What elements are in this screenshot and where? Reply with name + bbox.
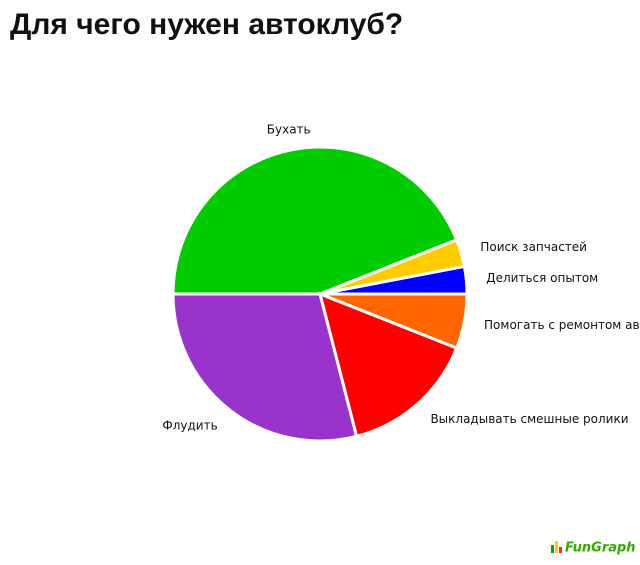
pie-slice [317,291,459,439]
pie-slice [171,145,459,296]
logo-icon [551,541,562,553]
slice-label: Флудить [162,418,217,432]
slice-label: Помогать с ремонтом авто [484,318,640,332]
logo: FunGraph [565,541,636,556]
slice-label: Поиск запчастей [480,240,587,254]
slice-label: Выкладывать смешные ролики [430,412,628,426]
pie-slice [171,292,359,443]
slice-label: Делиться опытом [486,271,598,285]
chart-title: Для чего нужен автоклуб? [10,8,403,41]
slice-label: Бухать [267,122,311,136]
